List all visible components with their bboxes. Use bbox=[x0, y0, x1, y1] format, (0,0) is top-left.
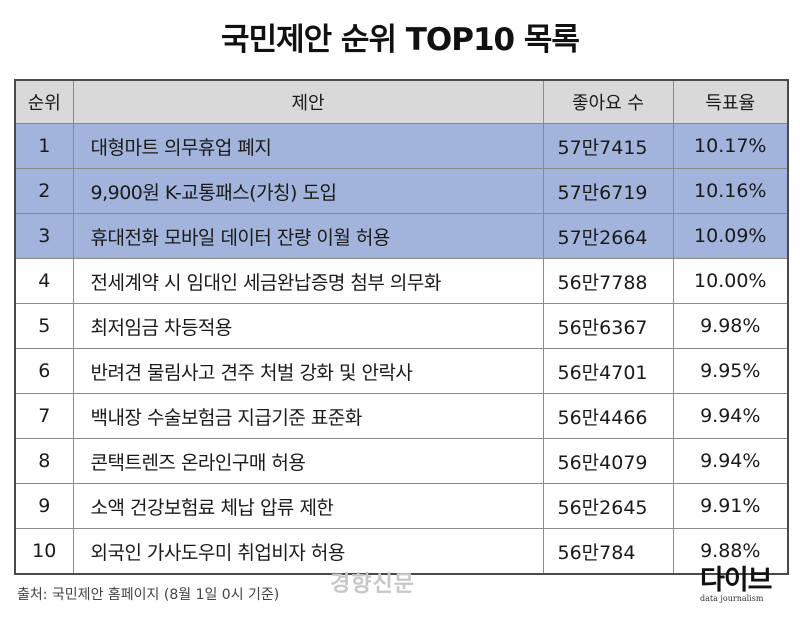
likes-cell: 56만7788 bbox=[542, 258, 674, 304]
table-row: 9 소액 건강보험료 체납 압류 제한 56만2645 9.91% bbox=[14, 483, 789, 529]
vote-share-cell: 9.91% bbox=[672, 483, 789, 529]
rank-cell: 5 bbox=[14, 303, 74, 349]
rank-cell: 9 bbox=[14, 483, 74, 529]
vote-share-cell: 9.94% bbox=[672, 393, 789, 439]
table-row: 6 반려견 물림사고 견주 처벌 강화 및 안락사 56만4701 9.95% bbox=[14, 348, 789, 394]
rank-cell: 10 bbox=[14, 528, 74, 575]
likes-cell: 56만4466 bbox=[542, 393, 674, 439]
proposal-cell: 최저임금 차등적용 bbox=[72, 303, 544, 349]
header-vote-share: 득표율 bbox=[672, 79, 789, 124]
proposal-cell: 9,900원 K-교통패스(가칭) 도입 bbox=[72, 168, 544, 214]
table-row: 10 외국인 가사도우미 취업비자 허용 56만784 9.88% bbox=[14, 528, 789, 575]
proposal-cell: 반려견 물림사고 견주 처벌 강화 및 안락사 bbox=[72, 348, 544, 394]
vote-share-cell: 10.17% bbox=[672, 123, 789, 169]
vote-share-cell: 10.09% bbox=[672, 213, 789, 259]
table-row: 5 최저임금 차등적용 56만6367 9.98% bbox=[14, 303, 789, 349]
likes-cell: 56만4079 bbox=[542, 438, 674, 484]
proposal-cell: 소액 건강보험료 체납 압류 제한 bbox=[72, 483, 544, 529]
likes-cell: 56만2645 bbox=[542, 483, 674, 529]
rank-cell: 8 bbox=[14, 438, 74, 484]
proposal-cell: 외국인 가사도우미 취업비자 허용 bbox=[72, 528, 544, 575]
rank-cell: 4 bbox=[14, 258, 74, 304]
header-proposal: 제안 bbox=[72, 79, 544, 124]
vote-share-cell: 9.94% bbox=[672, 438, 789, 484]
likes-cell: 57만6719 bbox=[542, 168, 674, 214]
proposal-cell: 백내장 수술보험금 지급기준 표준화 bbox=[72, 393, 544, 439]
ranking-table: 순위 제안 좋아요 수 득표율 1 대형마트 의무휴업 폐지 57만7415 10.1… bbox=[14, 79, 789, 575]
likes-cell: 56만4701 bbox=[542, 348, 674, 394]
likes-cell: 57만2664 bbox=[542, 213, 674, 259]
rank-cell: 6 bbox=[14, 348, 74, 394]
proposal-cell: 휴대전화 모바일 데이터 잔량 이월 허용 bbox=[72, 213, 544, 259]
vote-share-cell: 9.88% bbox=[672, 528, 789, 575]
page-title: 국민제안 순위 TOP10 목록 bbox=[221, 22, 580, 58]
header-likes: 좋아요 수 bbox=[542, 79, 674, 124]
vote-share-cell: 10.00% bbox=[672, 258, 789, 304]
likes-cell: 56만784 bbox=[542, 528, 674, 575]
logo-sub: data journalism bbox=[700, 594, 764, 603]
vote-share-cell: 10.16% bbox=[672, 168, 789, 214]
rank-cell: 1 bbox=[14, 123, 74, 169]
table-row: 7 백내장 수술보험금 지급기준 표준화 56만4466 9.94% bbox=[14, 393, 789, 439]
table-row: 3 휴대전화 모바일 데이터 잔량 이월 허용 57만2664 10.09% bbox=[14, 213, 789, 259]
rank-cell: 7 bbox=[14, 393, 74, 439]
rank-cell: 2 bbox=[14, 168, 74, 214]
source-note: 출처: 국민제안 홈페이지 (8월 1일 0시 기준) bbox=[17, 587, 280, 603]
proposal-cell: 전세계약 시 임대인 세금완납증명 첨부 의무화 bbox=[72, 258, 544, 304]
vote-share-cell: 9.98% bbox=[672, 303, 789, 349]
likes-cell: 56만6367 bbox=[542, 303, 674, 349]
header-rank: 순위 bbox=[14, 79, 74, 124]
table-row: 8 콘택트렌즈 온라인구매 허용 56만4079 9.94% bbox=[14, 438, 789, 484]
logo-main: 다이브 bbox=[700, 565, 773, 596]
table-row: 4 전세계약 시 임대인 세금완납증명 첨부 의무화 56만7788 10.00% bbox=[14, 258, 789, 304]
proposal-cell: 콘택트렌즈 온라인구매 허용 bbox=[72, 438, 544, 484]
likes-cell: 57만7415 bbox=[542, 123, 674, 169]
watermark: 경향신문 bbox=[330, 572, 415, 597]
table-row: 2 9,900원 K-교통패스(가칭) 도입 57만6719 10.16% bbox=[14, 168, 789, 214]
table-header-row: 순위 제안 좋아요 수 득표율 bbox=[14, 79, 789, 124]
logo: 다이브 data journalism bbox=[700, 565, 786, 604]
table-row: 1 대형마트 의무휴업 폐지 57만7415 10.17% bbox=[14, 123, 789, 169]
rank-cell: 3 bbox=[14, 213, 74, 259]
vote-share-cell: 9.95% bbox=[672, 348, 789, 394]
proposal-cell: 대형마트 의무휴업 폐지 bbox=[72, 123, 544, 169]
